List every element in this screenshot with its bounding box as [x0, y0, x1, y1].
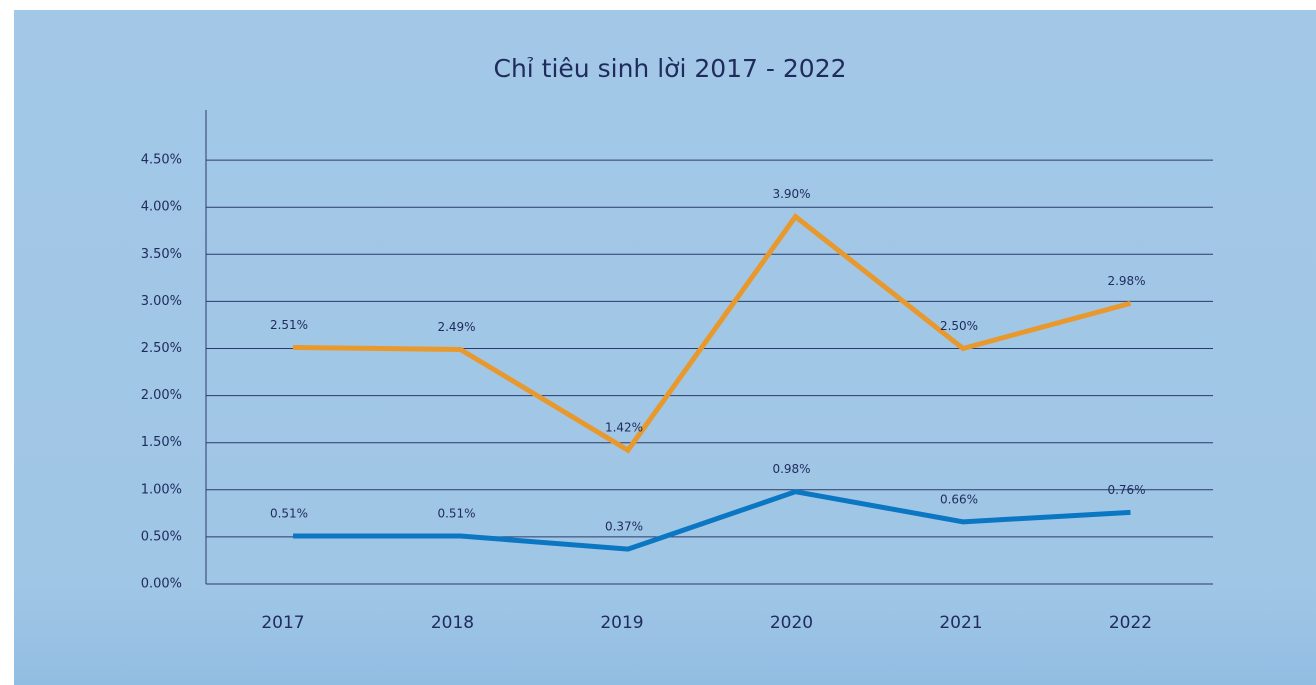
x-tick-label: 2022: [1109, 613, 1152, 633]
data-label: 2.50%: [940, 319, 978, 333]
y-tick-label: 4.00%: [141, 200, 182, 215]
data-label: 0.76%: [1107, 483, 1145, 497]
y-tick-label: 1.00%: [141, 482, 182, 497]
y-tick-label: 0.50%: [141, 529, 182, 544]
x-tick-label: 2017: [261, 613, 304, 633]
line-series: [293, 489, 1131, 552]
data-label: 0.98%: [772, 462, 810, 476]
data-label: 3.90%: [772, 187, 810, 201]
data-label: 2.98%: [1107, 274, 1145, 288]
data-label: 0.51%: [437, 506, 475, 520]
y-tick-label: 2.50%: [141, 341, 182, 356]
y-tick-label: 4.50%: [141, 153, 182, 168]
y-tick-label: 1.50%: [141, 435, 182, 450]
x-tick-label: 2018: [431, 613, 474, 633]
y-tick-label: 0.00%: [141, 577, 182, 592]
x-tick-label: 2020: [770, 613, 813, 633]
y-tick-label: 2.00%: [141, 388, 182, 403]
data-label: 0.37%: [605, 520, 643, 534]
y-tick-label: 3.00%: [141, 294, 182, 309]
y-tick-label: 3.50%: [141, 247, 182, 262]
data-label: 0.51%: [270, 506, 308, 520]
data-label: 2.51%: [270, 318, 308, 332]
x-tick-label: 2019: [600, 613, 643, 633]
background: [14, 10, 1316, 685]
line-series: [292, 213, 1132, 454]
data-label: 2.49%: [437, 320, 475, 334]
x-tick-label: 2021: [939, 613, 982, 633]
data-label: 1.42%: [605, 421, 643, 435]
data-label: 0.66%: [940, 492, 978, 506]
chart-title: Chỉ tiêu sinh lời 2017 - 2022: [493, 54, 846, 83]
